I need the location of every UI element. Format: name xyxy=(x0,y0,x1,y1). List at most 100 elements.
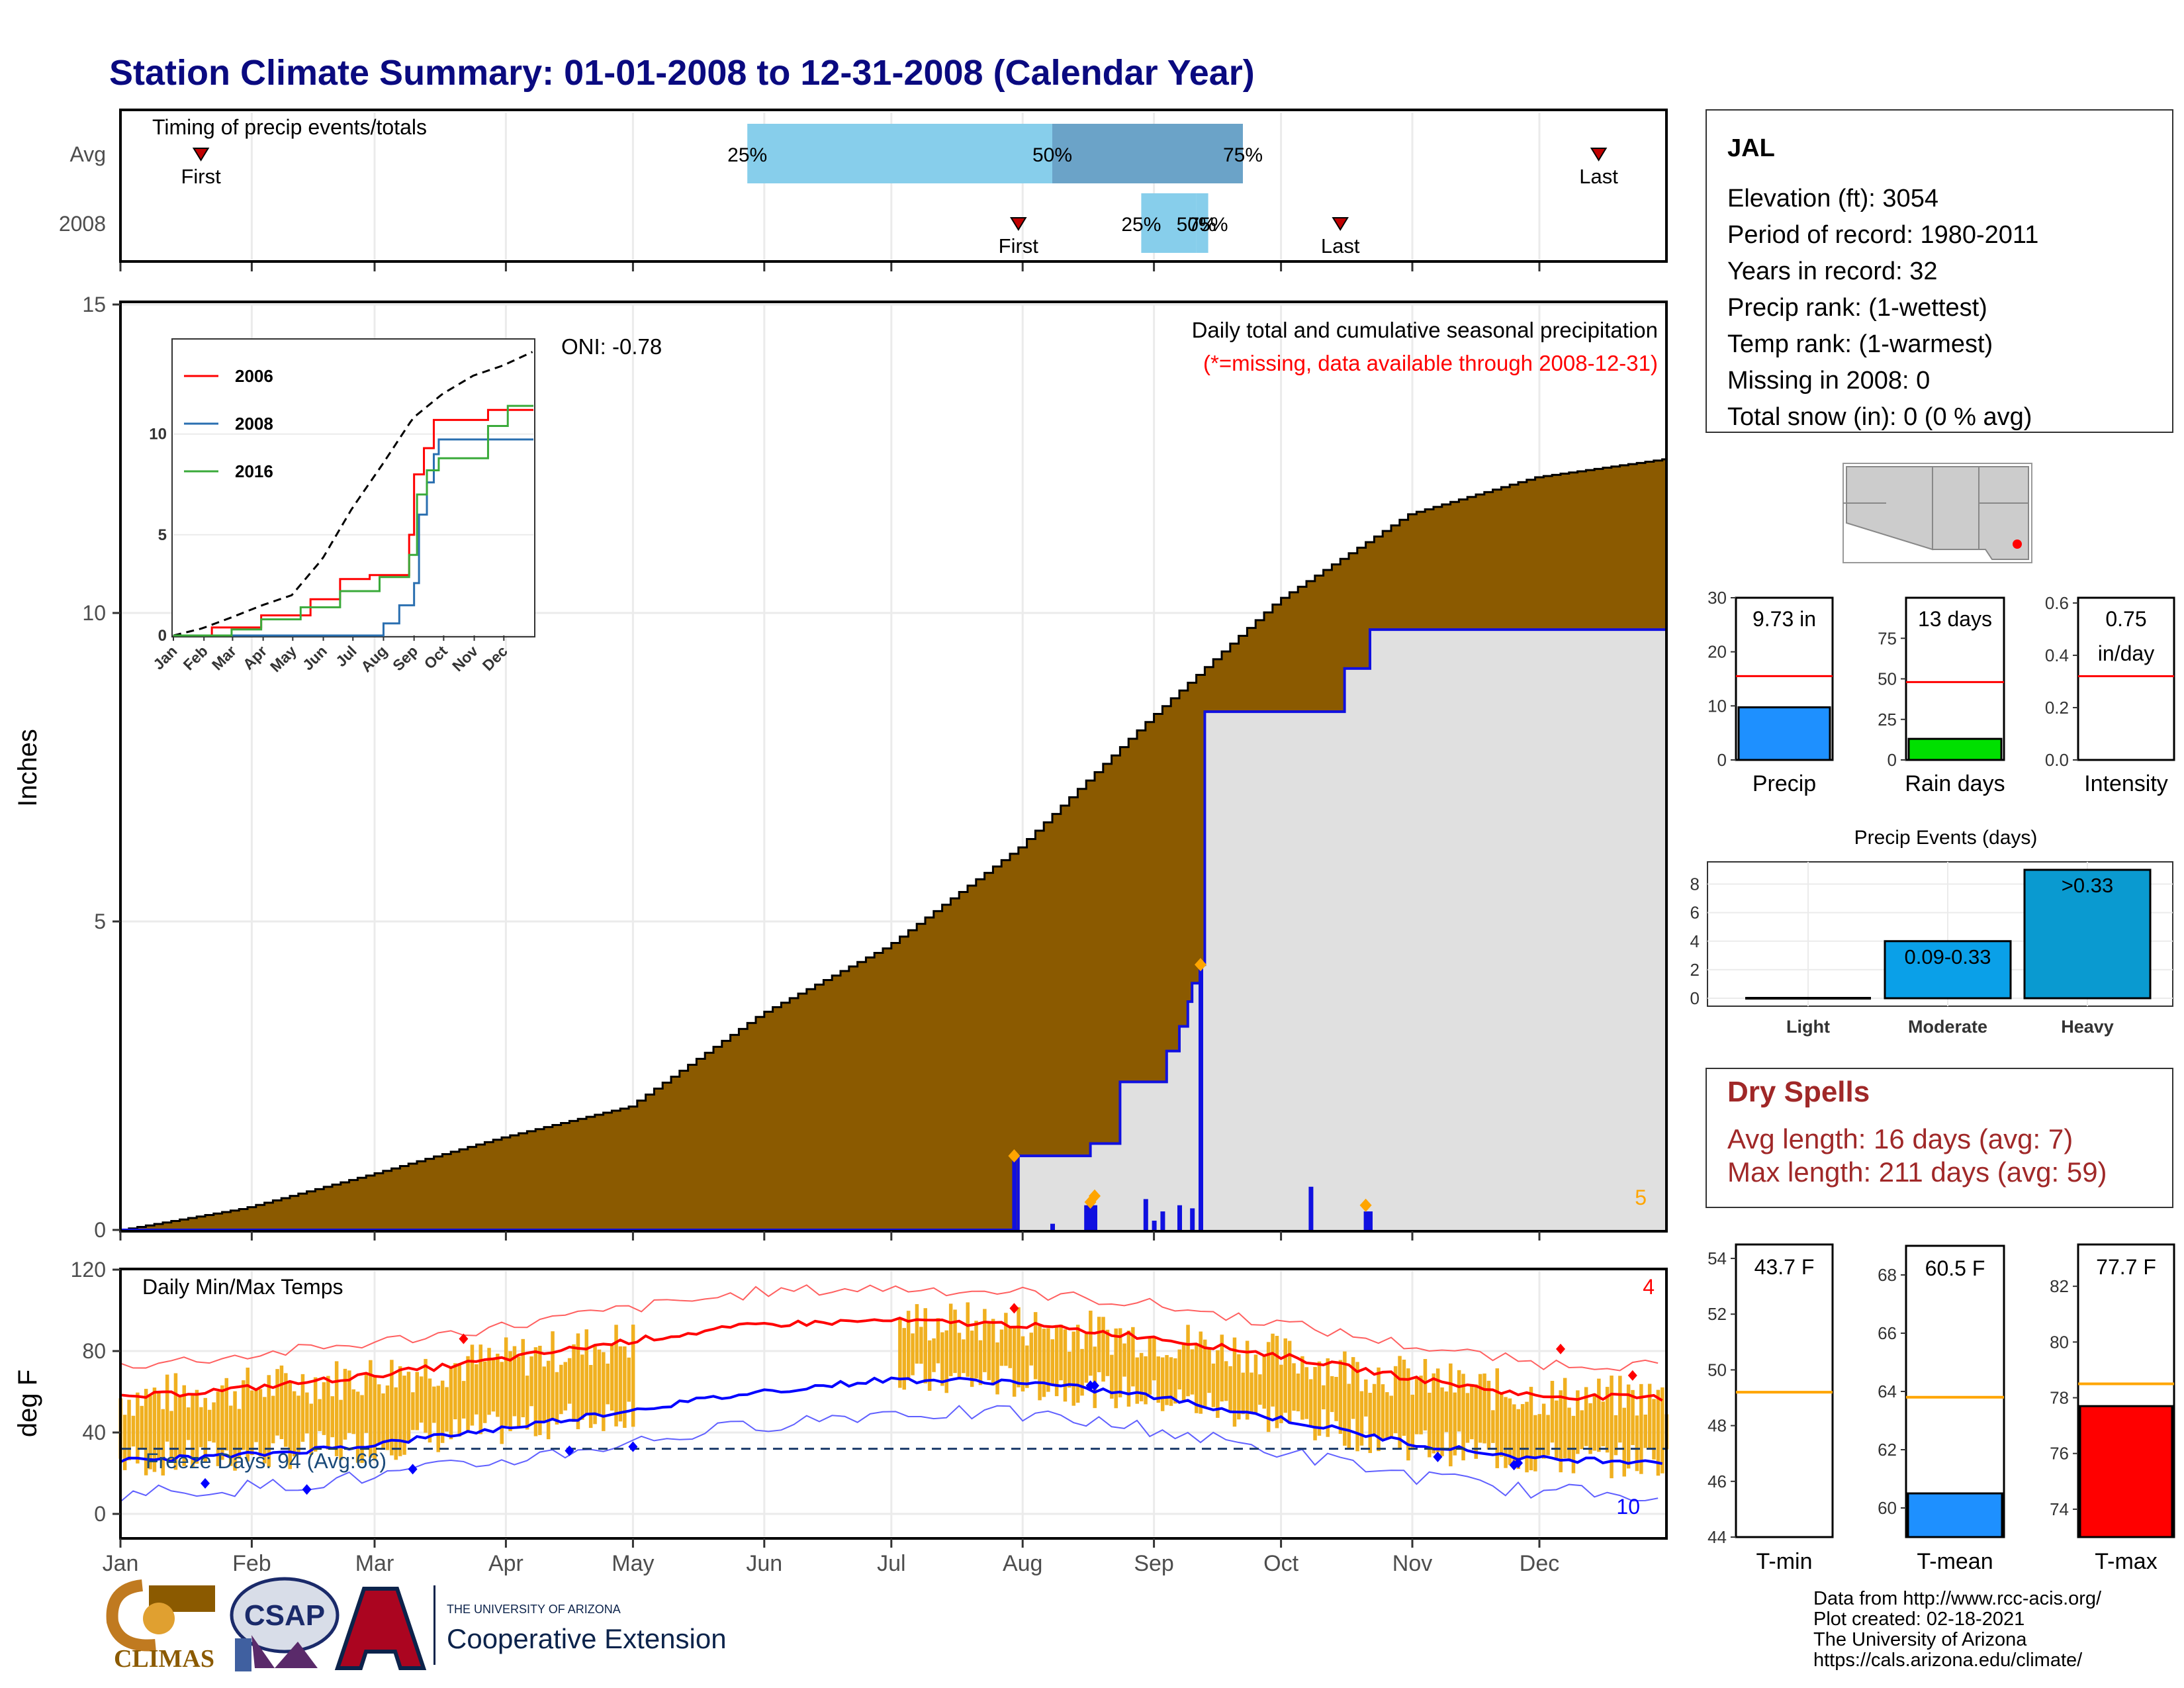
ua-logo: THE UNIVERSITY OF ARIZONA Cooperative Ex… xyxy=(334,1585,727,1670)
daily-temp-bar xyxy=(1101,1317,1105,1382)
daily-precip-bar xyxy=(1152,1221,1157,1230)
timing-p75-label: 75% xyxy=(1223,144,1263,166)
daily-temp-bar xyxy=(207,1409,212,1442)
daily-temp-bar xyxy=(1474,1384,1478,1459)
daily-temp-bar xyxy=(1428,1392,1432,1458)
daily-temp-bar xyxy=(1330,1376,1334,1413)
daily-temp-bar xyxy=(191,1394,195,1468)
mini-bar-label: Rain days xyxy=(1905,771,2005,796)
daily-temp-bar xyxy=(593,1346,597,1425)
daily-temp-bar xyxy=(1406,1368,1410,1461)
precip-panel: 0 5 10 15 Inches Daily total and cumulative… xyxy=(13,293,1668,1242)
month-label: Nov xyxy=(1392,1551,1432,1576)
daily-temp-bar xyxy=(1389,1395,1393,1438)
daily-temp-bar xyxy=(1495,1368,1499,1468)
month-label: May xyxy=(612,1551,654,1576)
station-line: Years in record: 32 xyxy=(1727,258,1938,285)
daily-temp-bar xyxy=(517,1356,521,1429)
daily-temp-bar xyxy=(411,1392,415,1430)
temp-bar-value: 43.7 F xyxy=(1754,1255,1815,1279)
daily-temp-bar xyxy=(1647,1383,1652,1450)
daily-temp-bar xyxy=(512,1346,517,1417)
daily-temp-bar xyxy=(1156,1356,1160,1403)
month-label: Jan xyxy=(103,1551,139,1576)
daily-temp-bar xyxy=(999,1329,1004,1366)
daily-temp-bar xyxy=(555,1372,559,1425)
daily-temp-bar xyxy=(962,1339,966,1374)
daily-precip-bar xyxy=(1363,1211,1369,1230)
daily-temp-bar xyxy=(1126,1331,1131,1407)
daily-temp-bar xyxy=(173,1373,178,1470)
daily-temp-bar xyxy=(461,1381,466,1419)
daily-temp-bar xyxy=(1253,1354,1258,1413)
daily-temp-bar xyxy=(1241,1372,1245,1415)
temp-bar-label: T-min xyxy=(1756,1549,1813,1574)
timing-bar-q2 xyxy=(747,124,1052,183)
daily-temp-bar xyxy=(1656,1389,1661,1476)
daily-temp-bar xyxy=(1393,1366,1398,1434)
daily-temp-bar xyxy=(1635,1415,1639,1472)
daily-temp-bar xyxy=(313,1377,318,1452)
daily-temp-bar xyxy=(1610,1376,1614,1479)
last-marker xyxy=(1332,217,1349,231)
inset-month-label: Apr xyxy=(240,642,270,673)
daily-temp-bar xyxy=(1232,1337,1237,1427)
daily-temp-bar xyxy=(1118,1328,1122,1397)
daily-temp-bar xyxy=(1614,1415,1618,1456)
daily-temp-bar xyxy=(1313,1367,1317,1440)
daily-temp-bar xyxy=(1258,1374,1262,1405)
daily-temp-bar xyxy=(1541,1403,1546,1459)
events-bar-heavy xyxy=(2023,868,2152,1000)
daily-temp-bar xyxy=(1322,1385,1326,1410)
temp-bar-ytick: 76 xyxy=(2050,1444,2069,1464)
daily-temp-bar xyxy=(394,1387,398,1460)
station-line: Period of record: 1980-2011 xyxy=(1727,221,2038,249)
daily-temp-bar xyxy=(1652,1399,1656,1460)
daily-temp-bar xyxy=(572,1344,576,1422)
temp-bar-ytick: 60 xyxy=(1878,1498,1897,1518)
daily-temp-bar xyxy=(1224,1361,1228,1401)
daily-temp-bar xyxy=(1359,1391,1364,1446)
precip-header: Daily total and cumulative seasonal prec… xyxy=(1192,318,1658,342)
daily-temp-bar xyxy=(343,1368,347,1440)
ua-big-text: Cooperative Extension xyxy=(447,1623,727,1654)
last-marker xyxy=(1590,148,1608,162)
record-low-marker xyxy=(628,1441,638,1452)
daily-temp-bar xyxy=(1618,1376,1622,1443)
station-line: Temp rank: (1-warmest) xyxy=(1727,330,1993,358)
daily-temp-bar xyxy=(203,1397,207,1463)
daily-temp-bar xyxy=(588,1364,593,1429)
temp-bar-ytick: 48 xyxy=(1707,1416,1727,1436)
daily-temp-bar xyxy=(1529,1387,1533,1471)
daily-temp-bar xyxy=(1338,1360,1343,1434)
daily-temp-bar xyxy=(284,1373,288,1447)
daily-temp-bar xyxy=(1571,1415,1576,1474)
daily-temp-bar xyxy=(1068,1351,1071,1388)
daily-temp-bar xyxy=(1203,1339,1207,1409)
precip-subheader: (*=missing, data available through 2008-… xyxy=(1203,351,1658,375)
record-high-marker xyxy=(1556,1343,1565,1354)
record-low-marker xyxy=(1514,1458,1523,1469)
daily-temp-bar xyxy=(1152,1336,1156,1381)
temp-bar-ytick: 68 xyxy=(1878,1265,1897,1285)
daily-temp-bar xyxy=(449,1368,453,1440)
daily-temp-bar xyxy=(1059,1325,1063,1381)
daily-temp-bar xyxy=(1144,1356,1148,1405)
temp-bar-ytick: 78 xyxy=(2050,1388,2069,1408)
timing-p50-label: 50% xyxy=(1177,214,1216,236)
footer-line: The University of Arizona xyxy=(1813,1629,2027,1650)
daily-temp-bar xyxy=(1423,1358,1428,1430)
daily-temp-bar xyxy=(1525,1401,1529,1473)
mini-bar-ytick: 75 xyxy=(1878,628,1897,648)
temp-bar-ytick: 46 xyxy=(1707,1472,1727,1491)
footer-line: Data from http://www.rcc-acis.org/ xyxy=(1813,1588,2102,1609)
daily-temp-bar xyxy=(1461,1374,1465,1461)
timing-panel: Timing of precip events/totals Avg 25% 50%… xyxy=(59,109,1668,271)
daily-temp-bar xyxy=(330,1396,334,1438)
inset-month-label: Jun xyxy=(299,642,330,673)
daily-temp-bar xyxy=(369,1360,373,1458)
daily-temp-bar xyxy=(1262,1356,1266,1409)
temp-ytick: 40 xyxy=(82,1421,106,1444)
daily-temp-bar xyxy=(983,1309,987,1372)
